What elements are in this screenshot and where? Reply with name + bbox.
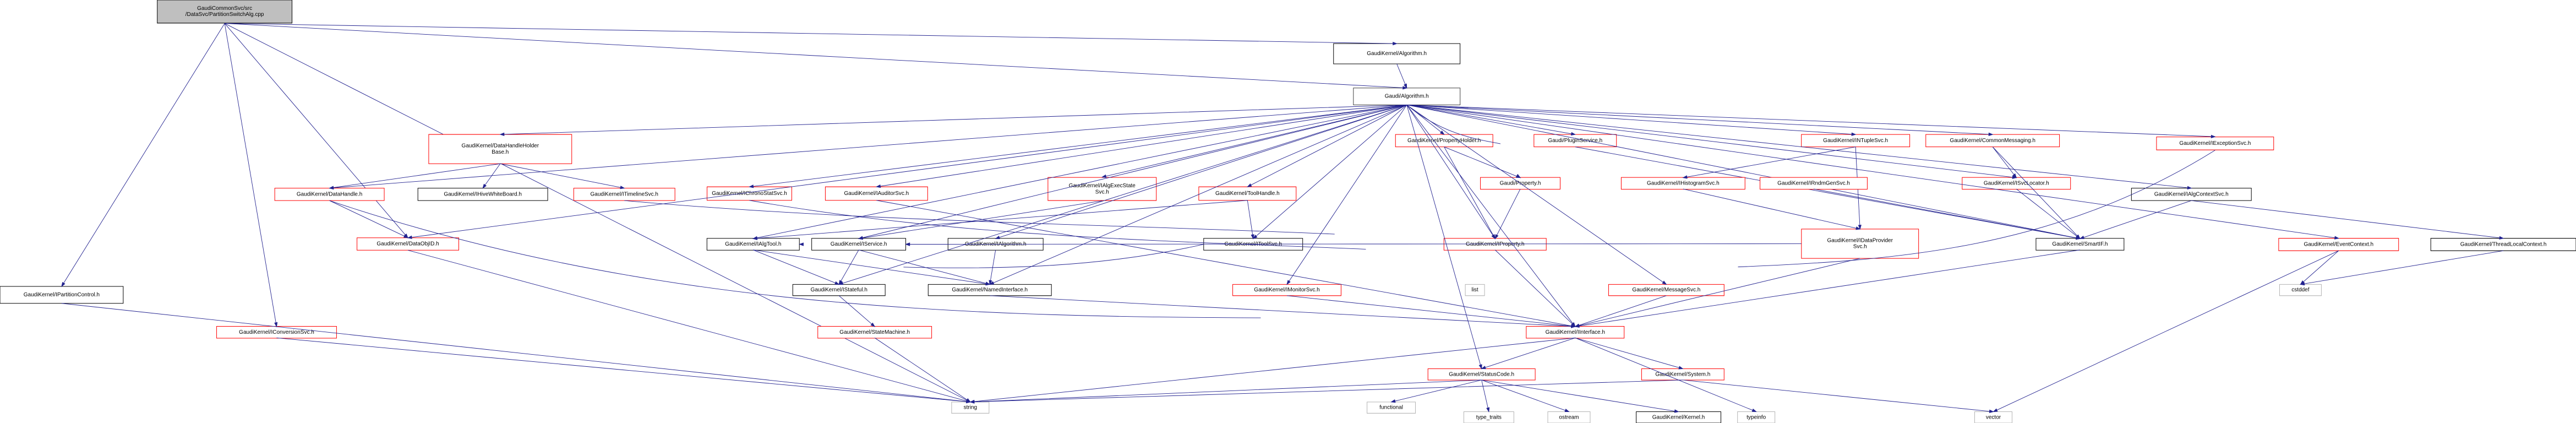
svg-text:GaudiKernel/DataHandleHolder: GaudiKernel/DataHandleHolder <box>462 143 539 149</box>
svg-text:GaudiKernel/IInterface.h: GaudiKernel/IInterface.h <box>1546 329 1605 335</box>
svg-text:string: string <box>964 405 977 411</box>
svg-text:GaudiKernel/IHistogramSvc.h: GaudiKernel/IHistogramSvc.h <box>1647 180 1720 186</box>
svg-text:list: list <box>1471 287 1478 293</box>
svg-text:GaudiKernel/IHiveWhiteBoard.h: GaudiKernel/IHiveWhiteBoard.h <box>444 191 522 197</box>
svg-text:GaudiKernel/INTupleSvc.h: GaudiKernel/INTupleSvc.h <box>1823 138 1888 144</box>
svg-text:GaudiKernel/IProperty.h: GaudiKernel/IProperty.h <box>1466 241 1524 247</box>
svg-text:GaudiKernel/IAlgTool.h: GaudiKernel/IAlgTool.h <box>725 241 781 247</box>
svg-text:GaudiKernel/PropertyHolder.h: GaudiKernel/PropertyHolder.h <box>1407 138 1481 144</box>
svg-text:GaudiKernel/CommonMessaging.h: GaudiKernel/CommonMessaging.h <box>1950 138 2035 144</box>
svg-text:GaudiKernel/StateMachine.h: GaudiKernel/StateMachine.h <box>839 329 910 335</box>
svg-text:GaudiKernel/NamedInterface.h: GaudiKernel/NamedInterface.h <box>952 287 1028 293</box>
svg-text:GaudiKernel/ISvcLocator.h: GaudiKernel/ISvcLocator.h <box>1984 180 2049 186</box>
svg-text:Svc.h: Svc.h <box>1095 189 1109 195</box>
svg-text:GaudiKernel/SmartIF.h: GaudiKernel/SmartIF.h <box>2052 241 2108 247</box>
svg-text:GaudiKernel/IStateful.h: GaudiKernel/IStateful.h <box>811 287 867 293</box>
svg-text:GaudiKernel/IConversionSvc.h: GaudiKernel/IConversionSvc.h <box>239 329 314 335</box>
svg-text:functional: functional <box>1379 405 1403 411</box>
svg-text:GaudiKernel/IAuditorSvc.h: GaudiKernel/IAuditorSvc.h <box>844 191 909 197</box>
svg-text:GaudiKernel/EventContext.h: GaudiKernel/EventContext.h <box>2304 241 2373 247</box>
svg-text:GaudiKernel/IExceptionSvc.h: GaudiKernel/IExceptionSvc.h <box>2179 140 2251 147</box>
svg-text:GaudiKernel/ToolHandle.h: GaudiKernel/ToolHandle.h <box>1215 191 1280 197</box>
svg-text:Gaudi/Algorithm.h: Gaudi/Algorithm.h <box>1385 94 1429 100</box>
svg-text:GaudiKernel/StatusCode.h: GaudiKernel/StatusCode.h <box>1449 371 1514 377</box>
svg-text:typeinfo: typeinfo <box>1747 414 1766 420</box>
svg-text:GaudiKernel/ThreadLocalContext: GaudiKernel/ThreadLocalContext.h <box>2460 241 2547 247</box>
svg-text:GaudiKernel/IAlgContextSvc.h: GaudiKernel/IAlgContextSvc.h <box>2154 191 2229 197</box>
svg-text:GaudiKernel/IPartitionControl.: GaudiKernel/IPartitionControl.h <box>24 292 100 298</box>
svg-text:GaudiKernel/IDataProvider: GaudiKernel/IDataProvider <box>1827 237 1893 243</box>
svg-text:GaudiKernel/DataHandle.h: GaudiKernel/DataHandle.h <box>297 191 362 197</box>
svg-text:GaudiKernel/IMonitorSvc.h: GaudiKernel/IMonitorSvc.h <box>1254 287 1319 293</box>
svg-text:GaudiKernel/Algorithm.h: GaudiKernel/Algorithm.h <box>1367 51 1427 57</box>
svg-text:/DataSvc/PartitionSwitchAlg.cp: /DataSvc/PartitionSwitchAlg.cpp <box>185 12 264 18</box>
svg-text:GaudiKernel/ITimelineSvc.h: GaudiKernel/ITimelineSvc.h <box>591 191 658 197</box>
svg-text:GaudiKernel/IRndmGenSvc.h: GaudiKernel/IRndmGenSvc.h <box>1777 180 1850 186</box>
svg-text:GaudiKernel/IAlgExecState: GaudiKernel/IAlgExecState <box>1069 183 1136 189</box>
svg-text:type_traits: type_traits <box>1476 414 1502 420</box>
svg-text:Svc.h: Svc.h <box>1853 244 1867 250</box>
svg-text:cstddef: cstddef <box>2291 287 2309 293</box>
svg-text:GaudiKernel/MessageSvc.h: GaudiKernel/MessageSvc.h <box>1632 287 1700 293</box>
svg-text:GaudiKernel/Kernel.h: GaudiKernel/Kernel.h <box>1652 414 1705 420</box>
svg-text:GaudiKernel/DataObjID.h: GaudiKernel/DataObjID.h <box>376 241 439 247</box>
svg-text:GaudiKernel/System.h: GaudiKernel/System.h <box>1655 371 1710 377</box>
svg-text:GaudiKernel/IService.h: GaudiKernel/IService.h <box>831 241 887 247</box>
svg-text:GaudiCommonSvc/src: GaudiCommonSvc/src <box>197 6 252 12</box>
svg-text:Base.h: Base.h <box>492 149 509 155</box>
svg-text:ostream: ostream <box>1559 414 1579 420</box>
svg-text:vector: vector <box>1986 414 2001 420</box>
